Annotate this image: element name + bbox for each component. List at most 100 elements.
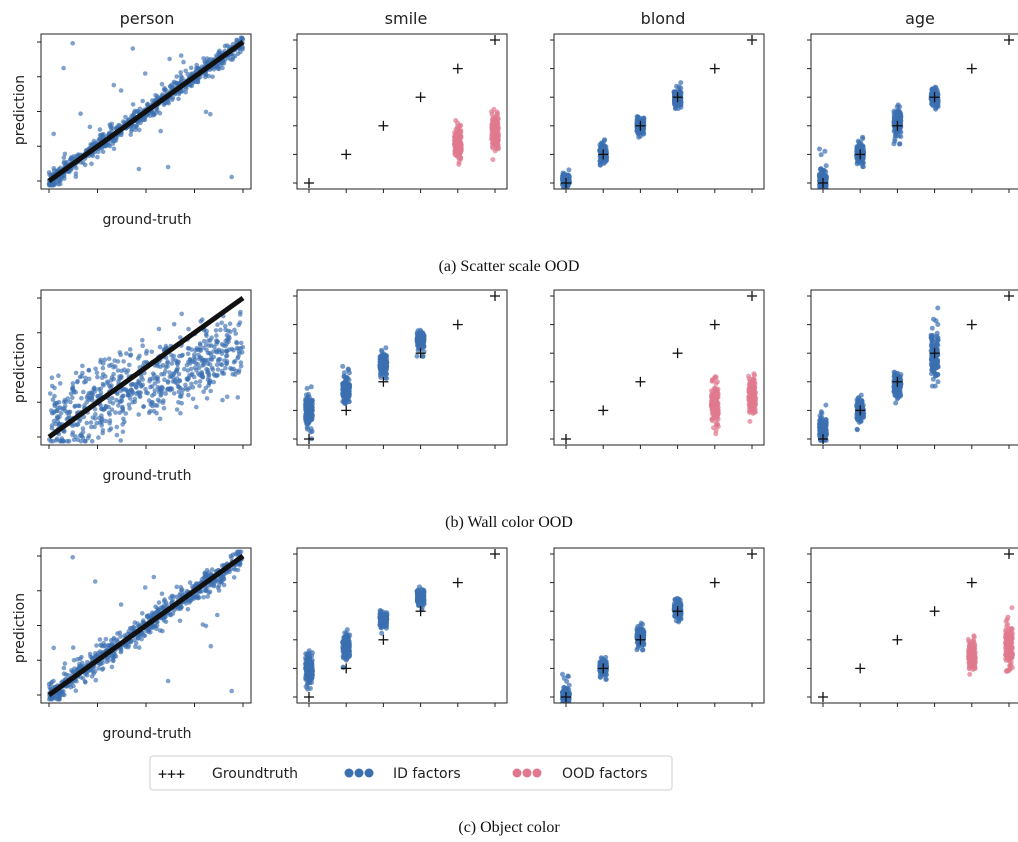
id-point — [123, 411, 129, 416]
id-point — [185, 351, 191, 357]
column-title-smile: smile — [385, 9, 428, 28]
id-point — [342, 383, 348, 389]
id-point — [114, 397, 119, 403]
id-point — [215, 358, 221, 364]
groundtruth-marker — [378, 120, 389, 131]
id-point — [382, 362, 388, 368]
id-point — [206, 73, 212, 79]
id-point — [51, 166, 57, 171]
id-point — [891, 108, 897, 114]
id-point — [119, 395, 124, 400]
id-point — [156, 326, 162, 332]
id-point — [130, 102, 136, 107]
id-point — [93, 677, 99, 683]
groundtruth-marker — [1004, 291, 1014, 301]
xlabel-row-c: ground-truth — [102, 726, 191, 742]
column-title-person: person — [120, 9, 175, 28]
id-point — [196, 595, 202, 600]
id-point — [171, 321, 177, 327]
id-point — [641, 117, 647, 123]
id-point — [378, 366, 383, 372]
ood-point — [495, 136, 501, 142]
id-point — [93, 411, 98, 417]
id-point — [73, 370, 79, 376]
ood-point — [752, 402, 758, 408]
ood-point — [710, 392, 716, 398]
id-point — [115, 368, 121, 373]
id-point — [100, 667, 105, 672]
id-point — [214, 339, 220, 344]
id-point — [214, 362, 220, 368]
id-point — [201, 389, 206, 395]
id-point — [167, 370, 172, 375]
caption-b: (b) Wall color OOD — [445, 514, 573, 531]
id-point — [157, 399, 162, 404]
id-point — [62, 661, 68, 666]
id-point — [208, 388, 213, 394]
id-point — [309, 398, 315, 404]
id-point — [95, 374, 100, 380]
id-point — [935, 322, 941, 327]
id-point — [70, 430, 76, 435]
ood-point — [748, 405, 754, 411]
id-point — [190, 385, 196, 390]
ood-point — [454, 153, 460, 159]
id-point — [152, 391, 157, 397]
id-point — [602, 159, 608, 165]
id-point — [306, 419, 312, 425]
groundtruth-marker — [709, 319, 720, 330]
id-point — [150, 110, 155, 115]
id-point — [97, 637, 103, 642]
id-point — [203, 357, 208, 363]
id-point — [856, 143, 862, 149]
ood-point — [490, 126, 496, 132]
panel-frame — [40, 33, 252, 190]
id-point — [932, 383, 938, 389]
id-point — [162, 377, 167, 383]
groundtruth-marker — [561, 434, 571, 444]
groundtruth-marker — [452, 319, 463, 330]
panel-frame — [810, 33, 1018, 190]
id-point — [133, 644, 138, 649]
id-point — [109, 664, 115, 670]
id-point — [62, 151, 68, 157]
id-point — [228, 329, 233, 335]
id-point — [130, 399, 135, 405]
id-point — [854, 415, 860, 421]
panel-frame — [553, 33, 765, 190]
groundtruth-marker — [635, 120, 646, 131]
id-point — [80, 676, 86, 681]
ood-point — [711, 403, 717, 409]
id-point — [101, 132, 106, 137]
id-point — [111, 146, 117, 152]
id-point — [100, 430, 105, 436]
id-point — [61, 65, 66, 71]
ood-point — [456, 161, 462, 167]
id-point — [136, 645, 142, 650]
ylabel-row-b: prediction — [12, 333, 28, 403]
groundtruth-marker — [415, 92, 426, 103]
id-point — [170, 597, 175, 603]
groundtruth-marker — [598, 405, 609, 416]
id-point — [115, 359, 121, 364]
ood-point — [710, 378, 716, 383]
id-point — [132, 620, 138, 625]
id-point — [224, 354, 229, 359]
id-point — [114, 637, 120, 642]
id-point — [935, 371, 941, 377]
id-point — [218, 62, 223, 68]
id-point — [106, 356, 112, 362]
id-point — [121, 359, 126, 364]
id-point — [935, 379, 941, 385]
groundtruth-marker — [747, 35, 757, 45]
caption-c: (c) Object color — [458, 819, 560, 836]
id-point — [102, 357, 108, 363]
ood-point — [714, 379, 720, 385]
id-point — [236, 368, 242, 373]
id-point — [421, 344, 427, 350]
id-point — [238, 364, 244, 369]
groundtruth-diagonal — [47, 39, 245, 184]
id-point — [73, 688, 79, 693]
id-point — [196, 365, 202, 371]
